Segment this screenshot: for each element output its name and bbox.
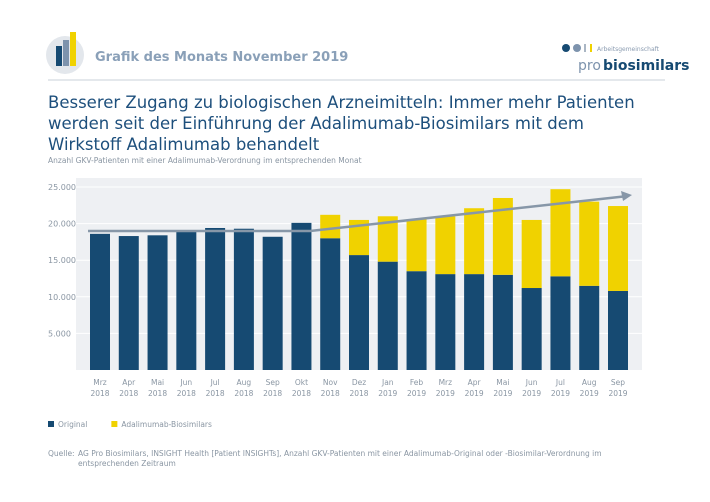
- y-tick-label: 20.000: [48, 220, 76, 229]
- logo-text: pro: [578, 58, 601, 74]
- bar: [291, 222, 312, 370]
- x-tick-label: Sep 2018: [263, 378, 283, 398]
- logo-icon: [70, 32, 76, 66]
- y-tick-label: 5.000: [48, 329, 71, 338]
- x-tick-label: Apr 2018: [119, 378, 139, 398]
- bar: [435, 274, 456, 370]
- chart-title: Besserer Zugang zu biologischen Arzneimi…: [48, 93, 635, 154]
- bar: [377, 261, 398, 370]
- x-tick-label: Sep 2019: [608, 378, 628, 398]
- source-text: AG Pro Biosimilars, INSIGHT Health [Pati…: [78, 449, 602, 468]
- bar: [320, 238, 341, 370]
- bar: [233, 228, 254, 370]
- header-title: Grafik des Monats November 2019: [95, 50, 348, 65]
- logo-icon: [63, 40, 69, 66]
- logo-icon: [56, 46, 62, 66]
- legend-swatch: [111, 421, 118, 427]
- bar: [176, 231, 197, 370]
- x-tick-label: Feb 2019: [407, 378, 427, 398]
- bar: [406, 271, 427, 370]
- x-tick-label: Jul 2018: [205, 378, 225, 398]
- trend-arrow: [88, 194, 629, 233]
- bar: [262, 236, 283, 370]
- bar: [521, 219, 542, 289]
- bar: [90, 233, 110, 370]
- bar: [521, 288, 542, 370]
- x-tick-label: Mai 2019: [493, 378, 513, 398]
- source-label: Quelle:: [48, 449, 75, 458]
- logo-dot: [573, 44, 581, 52]
- x-tick-label: Aug 2019: [579, 378, 599, 398]
- trend-arrow-head: [621, 191, 632, 201]
- legend-label: Original: [58, 420, 87, 429]
- y-tick-label: 25.000: [48, 183, 76, 192]
- x-tick-label: Mrz 2018: [90, 378, 110, 398]
- legend-swatch: [48, 421, 54, 427]
- x-tick-label: Mai 2018: [148, 378, 168, 398]
- logo-text: Arbeitsgemeinschaft: [597, 46, 660, 53]
- logo-dot: [584, 44, 586, 52]
- bar: [608, 206, 628, 291]
- legend-label: Adalimumab-Biosimilars: [121, 420, 212, 429]
- x-tick-label: Nov 2018: [320, 378, 340, 398]
- bar: [406, 219, 427, 272]
- bar: [464, 208, 485, 275]
- bar: [147, 235, 168, 370]
- y-tick-label: 10.000: [48, 293, 76, 302]
- y-tick-label: 15.000: [48, 256, 76, 265]
- x-tick-label: Dez 2018: [349, 378, 369, 398]
- bar: [579, 201, 600, 286]
- bar: [118, 236, 139, 370]
- logo-text: biosimilars: [603, 58, 689, 74]
- bar: [320, 214, 341, 239]
- bar: [492, 197, 513, 275]
- bar: [492, 274, 513, 370]
- bar: [205, 227, 226, 370]
- x-tick-label: Mrz 2019: [435, 378, 455, 398]
- bar: [550, 189, 571, 277]
- x-tick-label: Apr 2019: [464, 378, 484, 398]
- x-tick-label: Okt 2018: [291, 378, 311, 398]
- bar: [464, 274, 485, 370]
- logo-dot: [590, 44, 592, 52]
- x-tick-label: Jul 2019: [550, 378, 570, 398]
- x-tick-label: Jun 2019: [522, 378, 542, 398]
- bar: [349, 255, 369, 370]
- bar: [349, 219, 369, 256]
- y-axis-label: Anzahl GKV-Patienten mit einer Adalimuma…: [48, 156, 362, 165]
- bar: [608, 290, 628, 370]
- x-tick-label: Aug 2018: [234, 378, 254, 398]
- x-tick-label: Jun 2018: [176, 378, 196, 398]
- bar: [579, 285, 600, 370]
- bar: [435, 216, 456, 275]
- bar: [550, 276, 571, 370]
- logo-dot: [562, 44, 570, 52]
- x-tick-label: Jan 2019: [378, 378, 398, 398]
- bar: [377, 216, 398, 262]
